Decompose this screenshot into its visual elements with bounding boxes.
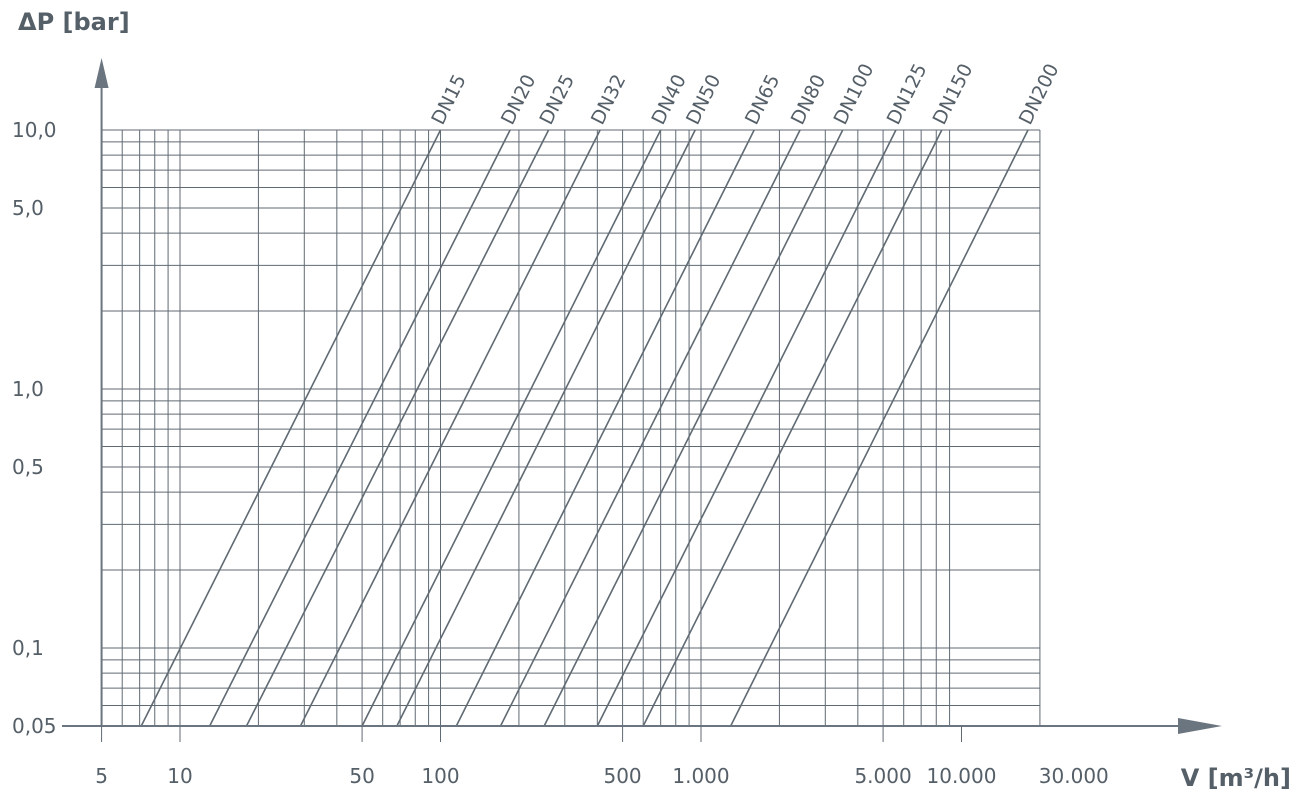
y-axis-title: ΔP [bar] <box>18 8 130 36</box>
series-label-dn200: DN200 <box>1015 60 1064 128</box>
x-tick-label: 10.000 <box>927 764 997 788</box>
series-label-dn125: DN125 <box>883 60 932 128</box>
y-tick-label: 0,1 <box>12 636 44 660</box>
y-axis-arrow-icon <box>94 58 109 88</box>
y-tick-labels: 10,0 5,0 1,0 0,5 0,1 0,05 <box>12 118 57 738</box>
series-line-dn25 <box>245 129 550 727</box>
x-tick-label: 5 <box>95 764 108 788</box>
y-tick-label: 5,0 <box>12 196 44 220</box>
series-line-dn65 <box>455 129 755 727</box>
series-line-dn50 <box>396 129 696 727</box>
x-tick-label: 30.000 <box>1039 764 1109 788</box>
series-line-dn40 <box>361 129 662 727</box>
y-tick-label: 0,05 <box>12 714 57 738</box>
x-tick-label: 5.000 <box>854 764 911 788</box>
series-label-dn32: DN32 <box>587 71 630 128</box>
x-tick-label: 500 <box>603 764 641 788</box>
series-lines <box>140 129 1029 727</box>
series-label-dn100: DN100 <box>830 60 879 128</box>
series-label-dn20: DN20 <box>497 71 541 128</box>
y-tick-label: 10,0 <box>12 118 57 142</box>
series-line-dn150 <box>642 129 943 727</box>
series-line-dn20 <box>208 129 511 727</box>
series-line-dn100 <box>543 129 844 727</box>
series-label-dn50: DN50 <box>682 71 725 128</box>
series-label-dn150: DN150 <box>929 60 978 128</box>
series-label-dn15: DN15 <box>427 71 470 128</box>
series-label-dn80: DN80 <box>787 71 830 128</box>
axes <box>62 58 1222 734</box>
series-line-dn200 <box>729 129 1029 727</box>
x-tick-label: 10 <box>167 764 192 788</box>
series-label-dn25: DN25 <box>535 71 579 128</box>
series-label-dn65: DN65 <box>741 71 784 128</box>
x-tick-label: 50 <box>349 764 374 788</box>
grid <box>101 129 1041 727</box>
x-axis-arrow-icon <box>1178 717 1222 734</box>
x-axis-title: V [m³/h] <box>1181 764 1291 792</box>
series-line-dn32 <box>299 129 601 727</box>
y-tick-label: 0,5 <box>12 455 44 479</box>
x-tick-label: 1.000 <box>672 764 729 788</box>
y-tick-label: 1,0 <box>12 377 44 401</box>
x-tick-label: 100 <box>421 764 459 788</box>
series-line-dn80 <box>499 129 801 727</box>
x-tick-labels: 5 10 50 100 500 1.000 5.000 10.000 30.000 <box>95 725 1109 788</box>
series-line-dn125 <box>596 129 897 727</box>
series-line-dn15 <box>140 129 442 727</box>
